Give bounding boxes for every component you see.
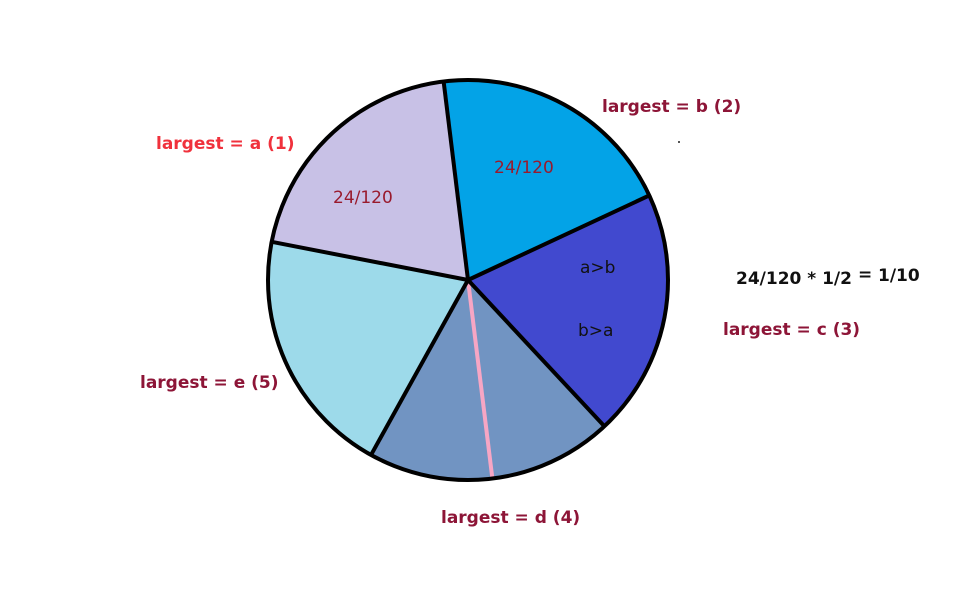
slice-boundary-4: [271, 239, 469, 282]
sub-label-a-gt-b: a>b: [580, 258, 616, 278]
pie-outline: [266, 78, 670, 482]
fraction-a: 24/120: [333, 188, 393, 208]
pie-slice-e: [271, 81, 468, 281]
label-largest-c: largest = c (3): [723, 320, 861, 340]
stray-dot: [678, 141, 680, 143]
label-largest-b: largest = b (2): [602, 97, 742, 117]
slice-boundary-2: [466, 278, 606, 428]
label-largest-d: largest = d (4): [441, 508, 581, 528]
slice-boundary-1: [467, 193, 651, 282]
pie-slice-c: [371, 280, 605, 480]
fraction-b: 24/120: [494, 158, 554, 178]
label-largest-e: largest = e (5): [140, 373, 279, 393]
slice-c-divider: [466, 279, 495, 479]
slice-boundary-0: [441, 81, 470, 281]
equation-left: 24/120 * 1/2: [736, 269, 852, 289]
slice-boundary-3: [369, 279, 470, 456]
equation-right: 1/10: [878, 266, 920, 286]
label-largest-a: largest = a (1): [156, 134, 295, 154]
pie-slice-d: [267, 241, 468, 455]
sub-label-b-gt-a: b>a: [578, 321, 614, 341]
pie-slice-b: [468, 195, 668, 427]
equation-equals: =: [858, 265, 873, 285]
